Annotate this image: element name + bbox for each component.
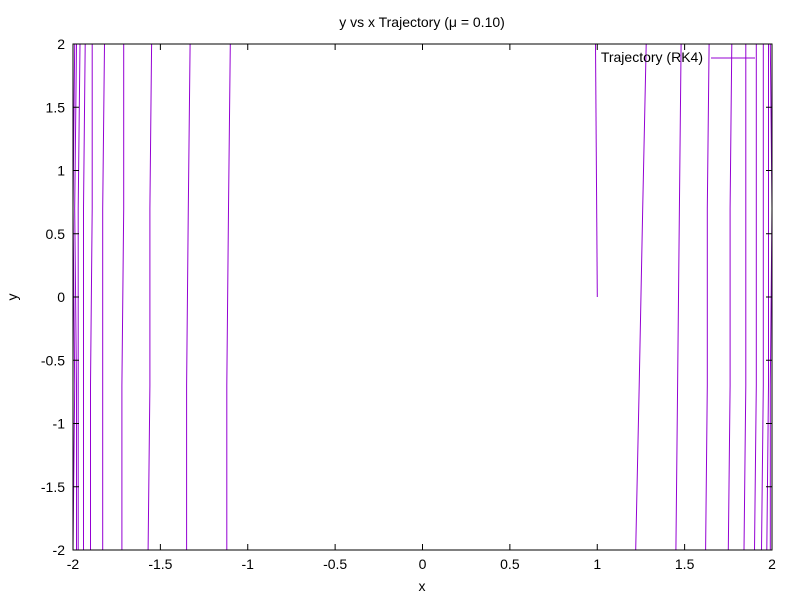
- trajectory-segment: [761, 44, 764, 551]
- trajectory-segment: [705, 43, 710, 551]
- plot-frame: [72, 43, 773, 551]
- trajectory-segment: [121, 44, 125, 550]
- trajectory-segment: [675, 43, 682, 551]
- trajectory-segment: [635, 43, 647, 551]
- trajectory-segment: [743, 44, 747, 551]
- y-tick-label: -0.5: [41, 352, 65, 368]
- y-tick-label: 1: [57, 163, 65, 179]
- trajectory-segment: [727, 43, 733, 551]
- y-tick-label: -1: [53, 416, 66, 432]
- trajectory-segment: [147, 43, 153, 551]
- x-tick-label: 2: [768, 556, 776, 572]
- y-tick-label: -2: [53, 542, 66, 558]
- y-tick-label: 0: [57, 289, 65, 305]
- y-axis-ticks: -2 -1.5 -1 -0.5 0 0.5 1 1.5 2: [41, 36, 772, 558]
- x-tick-label: -1: [242, 556, 255, 572]
- legend: Trajectory (RK4): [601, 49, 755, 65]
- trajectory-segment: [186, 43, 191, 550]
- x-tick-label: -2: [67, 556, 80, 572]
- x-tick-label: 1: [593, 556, 601, 572]
- trajectory-segment: [754, 44, 757, 551]
- trajectory-segment: [226, 43, 231, 550]
- x-tick-label: -1.5: [148, 556, 172, 572]
- y-axis-label: y: [4, 294, 20, 301]
- trajectory-segment: [595, 43, 598, 298]
- y-tick-label: 1.5: [46, 99, 66, 115]
- x-tick-label: 0: [419, 556, 427, 572]
- x-axis-label: x: [419, 578, 426, 594]
- y-tick-label: 2: [57, 36, 65, 52]
- chart-title: y vs x Trajectory (μ = 0.10): [339, 14, 505, 30]
- x-tick-label: 1.5: [675, 556, 695, 572]
- x-tick-label: -0.5: [323, 556, 347, 572]
- legend-label: Trajectory (RK4): [601, 49, 703, 65]
- x-tick-label: 0.5: [500, 556, 520, 572]
- trajectory-traces: [72, 43, 773, 551]
- y-tick-label: 0.5: [46, 226, 66, 242]
- trajectory-segment: [90, 44, 93, 550]
- x-axis-ticks: -2 -1.5 -1 -0.5 0 0.5 1 1.5 2: [67, 44, 776, 572]
- trajectory-segment: [83, 43, 86, 550]
- trajectory-segment: [102, 43, 105, 550]
- y-tick-label: -1.5: [41, 479, 65, 495]
